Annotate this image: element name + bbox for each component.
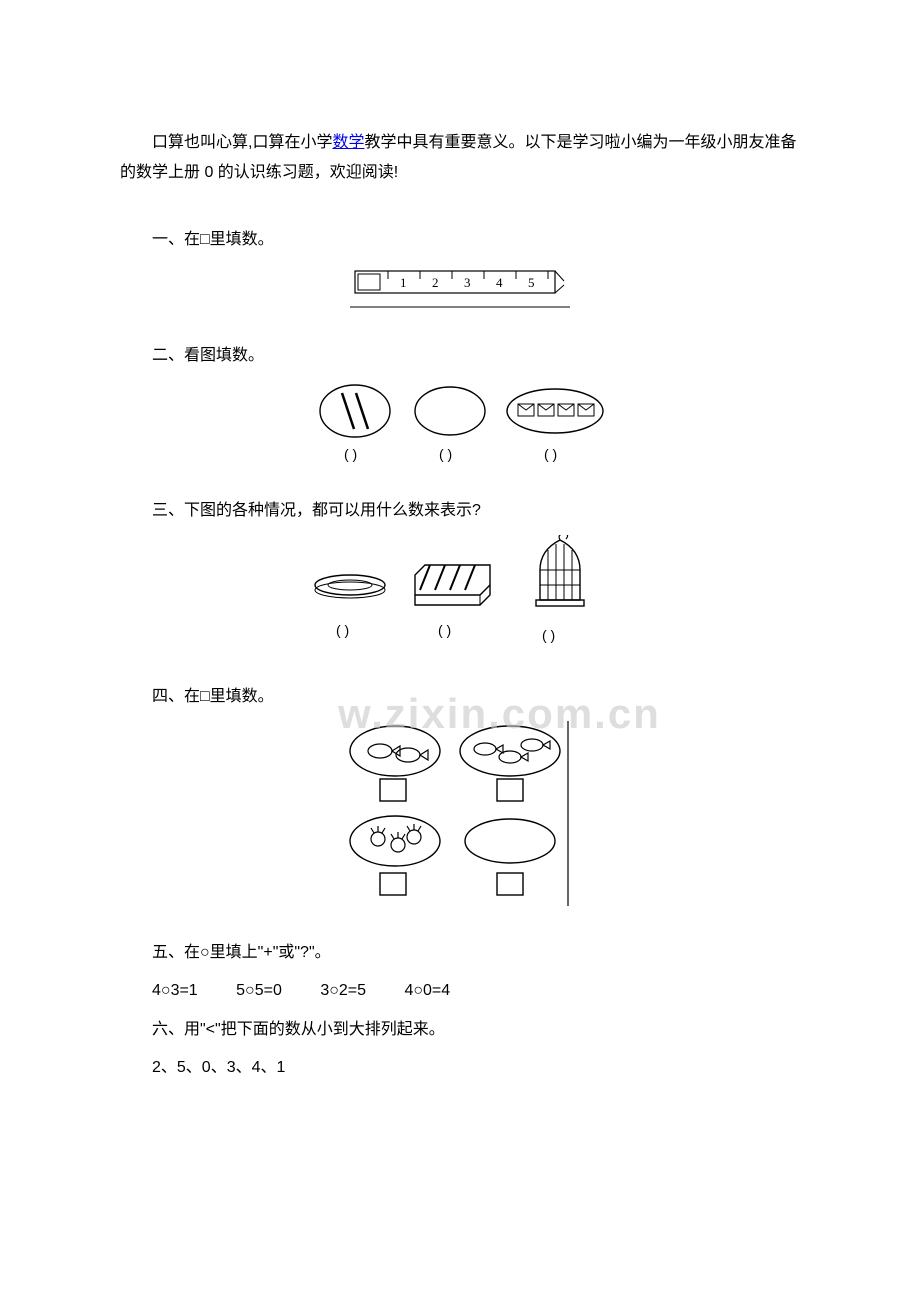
svg-text:( ): ( ) bbox=[542, 627, 555, 643]
section-5-title: 五、在○里填上"+"或"?"。 bbox=[120, 938, 800, 968]
eq-c: 3○2=5 bbox=[320, 982, 366, 999]
svg-text:1: 1 bbox=[400, 275, 407, 290]
section-6-title: 六、用"<"把下面的数从小到大排列起来。 bbox=[120, 1015, 800, 1045]
section-3-title: 三、下图的各种情况，都可以用什么数来表示? bbox=[120, 496, 800, 526]
math-link[interactable]: 数学 bbox=[332, 134, 364, 151]
section-5-equations: 4○3=1 5○5=0 3○2=5 4○0=4 bbox=[120, 976, 800, 1006]
figure-ruler: 1 2 3 4 5 bbox=[120, 263, 800, 324]
figure-groups-boxes bbox=[120, 721, 800, 922]
svg-text:( ): ( ) bbox=[336, 622, 349, 638]
figure-objects: ( ) ( ) ( ) bbox=[120, 535, 800, 666]
eq-a: 4○3=1 bbox=[152, 982, 198, 999]
svg-text:4: 4 bbox=[496, 275, 503, 290]
svg-text:( ): ( ) bbox=[544, 446, 557, 462]
svg-text:2: 2 bbox=[432, 275, 439, 290]
svg-text:5: 5 bbox=[528, 275, 535, 290]
eq-d: 4○0=4 bbox=[404, 982, 450, 999]
section-2-title: 二、看图填数。 bbox=[120, 341, 800, 371]
intro-text-1: 口算也叫心算,口算在小学 bbox=[152, 134, 332, 151]
eq-b: 5○5=0 bbox=[236, 982, 282, 999]
svg-text:3: 3 bbox=[464, 275, 471, 290]
svg-text:( ): ( ) bbox=[344, 446, 357, 462]
figure-shapes-count: ( ) ( ) ( ) bbox=[120, 379, 800, 480]
section-1-title: 一、在□里填数。 bbox=[120, 225, 800, 255]
intro-paragraph: 口算也叫心算,口算在小学数学教学中具有重要意义。以下是学习啦小编为一年级小朋友准… bbox=[120, 128, 800, 189]
svg-text:( ): ( ) bbox=[438, 622, 451, 638]
svg-text:( ): ( ) bbox=[439, 446, 452, 462]
section-6-numbers: 2、5、0、3、4、1 bbox=[120, 1053, 800, 1083]
section-4-title: 四、在□里填数。 bbox=[120, 682, 800, 712]
